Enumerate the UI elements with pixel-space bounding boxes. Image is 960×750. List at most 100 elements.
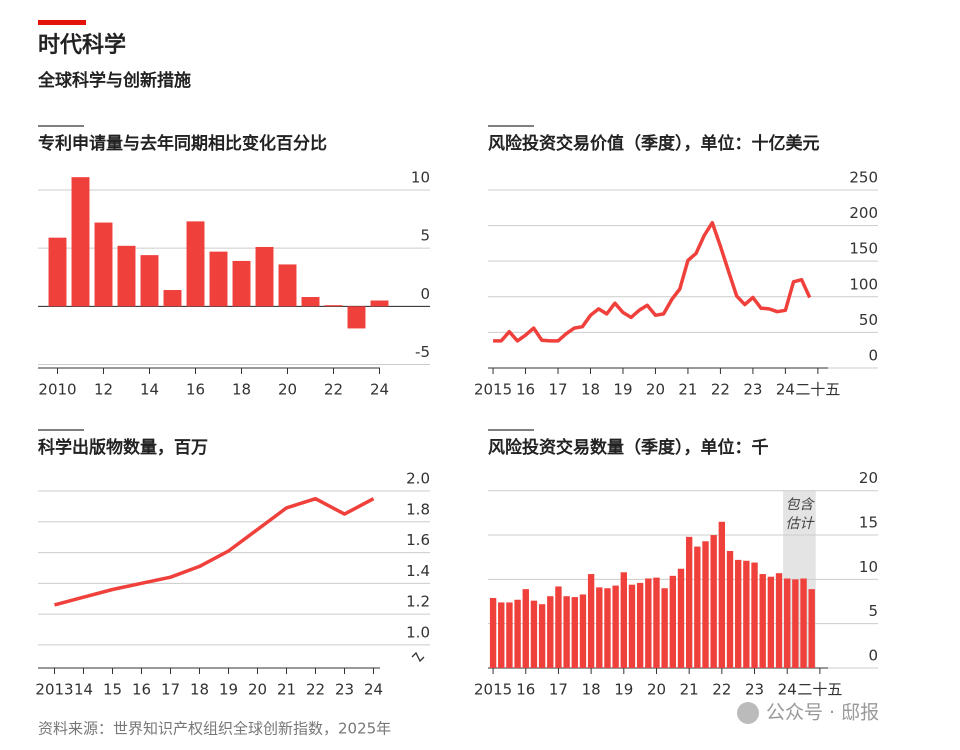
bar (555, 586, 562, 668)
x-tick-label: 12 (94, 381, 113, 399)
line (54, 496, 375, 607)
page-title: 时代科学 (38, 32, 126, 58)
bar (661, 588, 668, 668)
bar (653, 577, 660, 668)
bar (751, 562, 758, 668)
x-tick-label: 20 (646, 381, 665, 399)
x-tick-label: 19 (614, 681, 633, 699)
bar (784, 578, 791, 668)
x-tick-label: 19 (219, 681, 238, 699)
bar (645, 578, 652, 668)
x-tick-label: 15 (103, 681, 122, 699)
bar (604, 588, 611, 668)
bar (775, 573, 783, 668)
x-tick-label: 24 (370, 381, 389, 399)
axis-break (411, 651, 425, 663)
x-tick-label: 19 (613, 381, 632, 399)
bar (489, 597, 497, 668)
y-tick-label: 1.0 (406, 623, 430, 641)
bar (48, 237, 67, 307)
x-tick-label: 18 (581, 381, 600, 399)
chart-panel: 专利申请量与去年同期相比变化百分比 10 5 0 -5 2010 12 14 16 18 20 22 2… (38, 125, 430, 399)
y-tick-label: 200 (849, 204, 878, 222)
bar (743, 560, 750, 668)
x-tick-label: 22 (306, 681, 325, 699)
bar (71, 177, 90, 307)
x-tick-label: 2010 (38, 381, 76, 399)
bar (255, 246, 274, 307)
bar (596, 587, 603, 668)
bar (636, 582, 644, 668)
y-tick-label: 20 (859, 469, 878, 487)
bar (117, 245, 136, 307)
bar (232, 260, 251, 307)
chart-title: 专利申请量与去年同期相比变化百分比 (38, 133, 327, 154)
x-tick-label: 18 (190, 681, 209, 699)
x-tick-label: 18 (582, 681, 601, 699)
x-tick-label: 21 (277, 681, 296, 699)
x-tick-label: 2013 (35, 681, 73, 699)
x-tick-label: 20 (278, 381, 297, 399)
bar (620, 572, 627, 668)
bar (694, 546, 701, 668)
x-tick-label: 2015 (474, 381, 512, 399)
chart-panel: 科学出版物数量，百万 2.0 1.8 1.6 1.4 1.2 1.0 2013 14 15 16 17… (35, 429, 430, 699)
x-tick-label: 23 (335, 681, 354, 699)
y-tick-label: 10 (859, 558, 878, 576)
source: 资料来源：世界知识产权组织全球创新指数，2025年 (38, 720, 391, 738)
bar (140, 255, 159, 307)
annotation: 估计 (785, 516, 815, 532)
bar (163, 290, 182, 307)
bar (324, 305, 343, 307)
chart-title: 风险投资交易价值（季度），单位：十亿美元 (488, 133, 820, 154)
bar (571, 597, 578, 668)
x-tick-label: 20 (248, 681, 267, 699)
bar (209, 251, 228, 307)
x-tick-label: 二十五 (797, 681, 842, 699)
x-tick-label: 20 (647, 681, 666, 699)
bar (506, 602, 513, 668)
x-tick-label: 二十五 (795, 381, 840, 399)
x-tick-label: 2015 (474, 681, 512, 699)
y-tick-label: 5 (420, 227, 430, 245)
bar (547, 596, 554, 668)
bar (726, 551, 734, 668)
x-tick-label: 22 (711, 381, 730, 399)
x-tick-label: 24 (364, 681, 383, 699)
bar (628, 584, 636, 668)
x-tick-label: 16 (132, 681, 151, 699)
bar (347, 306, 366, 329)
bar (301, 297, 320, 307)
x-tick-label: 24 (778, 681, 797, 699)
bar (710, 535, 717, 668)
y-tick-label: -5 (415, 343, 430, 361)
bar (702, 541, 709, 668)
bar (530, 600, 538, 668)
bar (612, 585, 619, 668)
bar (498, 602, 505, 668)
y-tick-label: 10 (411, 168, 430, 186)
bar (685, 536, 693, 668)
y-tick-label: 1.6 (406, 531, 430, 549)
bar (759, 574, 766, 668)
x-tick-label: 18 (232, 381, 251, 399)
x-tick-label: 22 (712, 681, 731, 699)
page-subtitle: 全球科学与创新措施 (37, 70, 191, 91)
bar (734, 559, 742, 668)
y-tick-label: 250 (849, 168, 878, 186)
y-tick-label: 15 (859, 514, 878, 532)
watermark-text: 公众号 · 邸报 (766, 702, 879, 724)
y-tick-label: 1.4 (406, 562, 430, 580)
bar (538, 604, 546, 668)
y-tick-label: 0 (420, 285, 430, 303)
y-tick-label: 2.0 (406, 470, 430, 488)
bar (767, 576, 775, 668)
bar (800, 578, 807, 668)
watermark: 公众号 · 邸报 (737, 702, 879, 724)
y-tick-label: 150 (849, 240, 878, 258)
line (493, 220, 812, 343)
bar (514, 599, 521, 668)
